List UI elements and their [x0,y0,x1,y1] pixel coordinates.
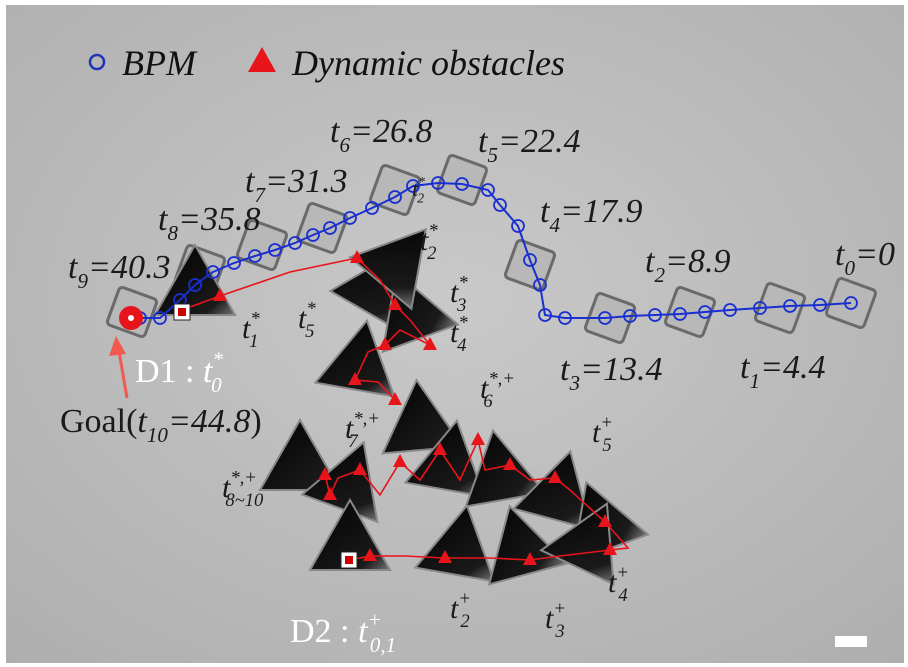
label-part: 6 [483,391,493,412]
label-part: + [553,599,566,620]
label-part: * [418,174,425,189]
label-part: =4.4 [760,349,825,386]
label-part: * [458,273,468,294]
label-part: * [428,221,438,242]
label-part: + [616,563,629,584]
legend: BPM Dynamic obstacles [90,43,565,83]
label-part: Goal( [60,403,137,440]
label-part: *,+ [230,468,257,489]
label-part: 5 [305,321,314,342]
label-part: 2 [654,263,665,287]
label-part: 1 [249,331,258,352]
label-part: *,+ [353,409,380,430]
label-part: *,+ [488,369,515,390]
label-part: 4 [618,585,627,606]
label-part: * [212,348,223,372]
time-label: t*2 [412,174,425,206]
label-part: * [458,313,468,334]
label-part: * [306,299,316,320]
label-part: 3 [568,371,580,395]
label-part: =35.8 [178,201,260,238]
label-part: =0 [855,236,895,273]
label-part: 1 [749,369,760,393]
label-part: 5 [602,435,611,456]
label-part: 6 [339,133,350,157]
time-label: D1 : t*0 [135,348,223,398]
label-part: ) [250,403,261,440]
goal-core [128,315,134,321]
label-part: =31.3 [265,163,347,200]
label-part: 9 [77,269,88,293]
legend-label: Dynamic obstacles [291,43,565,83]
label-part: 2 [460,611,469,632]
label-part: D2 : [290,613,358,650]
label-part: 7 [348,431,358,452]
label-part: 4 [457,335,466,356]
label-part: 4 [549,213,560,237]
label-part: 0 [211,373,222,397]
figure: BPM Dynamic obstacles t0=0t1=4.4t2=8.9t3… [0,0,908,667]
label-part: 5 [487,143,498,167]
label-part: + [458,589,471,610]
label-part: + [367,608,381,632]
legend-label: BPM [122,43,198,83]
label-part: D1 : [135,353,203,390]
start-marker-core [178,308,186,316]
label-part: 3 [554,621,564,642]
label-part: 10 [147,423,169,447]
label-part: 8~10 [225,490,264,511]
label-part: =8.9 [665,243,730,280]
label-part: 0 [844,256,855,280]
label-part: =40.3 [88,249,170,286]
label-part: 0,1 [370,633,396,657]
label-part: 8 [167,221,178,245]
label-part: =22.4 [498,123,580,160]
label-part: 2 [417,191,424,206]
start-marker-core [345,556,353,564]
label-part: =17.9 [560,193,642,230]
label-part: + [600,413,613,434]
label-part: 2 [427,243,436,264]
label-part: * [250,309,260,330]
time-label: D2 : t+0,1 [290,608,396,658]
label-part: =13.4 [580,351,662,388]
label-part: =44.8 [168,403,250,440]
label-part: =26.8 [350,113,432,150]
scale-bar [835,636,867,647]
